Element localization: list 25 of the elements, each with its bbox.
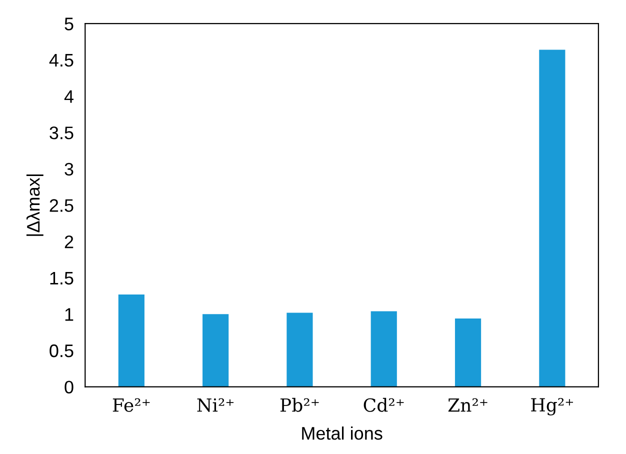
x-tick-label: Ni²⁺ <box>197 398 234 412</box>
bar <box>118 294 144 387</box>
y-tick-label: 2.5 <box>50 199 74 212</box>
y-tick-label: 1.5 <box>50 272 74 285</box>
y-tick-label: 2 <box>64 235 74 248</box>
bar <box>539 50 566 387</box>
y-tick-label: 3 <box>64 162 74 176</box>
y-tick-label: 1 <box>65 308 74 321</box>
bar <box>286 312 313 387</box>
bar <box>202 314 229 387</box>
bar <box>454 318 482 387</box>
x-axis-title: Metal ions <box>302 426 382 440</box>
x-tick-label: Cd²⁺ <box>364 398 404 412</box>
y-tick-label: 0.5 <box>50 344 74 358</box>
x-tick-label: Zn²⁺ <box>448 398 488 412</box>
x-tick-label: Hg²⁺ <box>531 398 573 416</box>
y-tick-label: 0 <box>64 380 74 394</box>
y-tick-label: 4.5 <box>49 54 74 67</box>
bar <box>370 311 397 387</box>
x-tick-label: Fe²⁺ <box>112 398 150 412</box>
x-tick-label: Pb²⁺ <box>280 398 319 412</box>
y-tick-label: 5 <box>64 18 74 30</box>
y-tick-label: 3.5 <box>50 126 74 140</box>
y-axis-title: |Δλmax| <box>26 174 44 236</box>
y-tick-label: 4 <box>64 90 74 103</box>
